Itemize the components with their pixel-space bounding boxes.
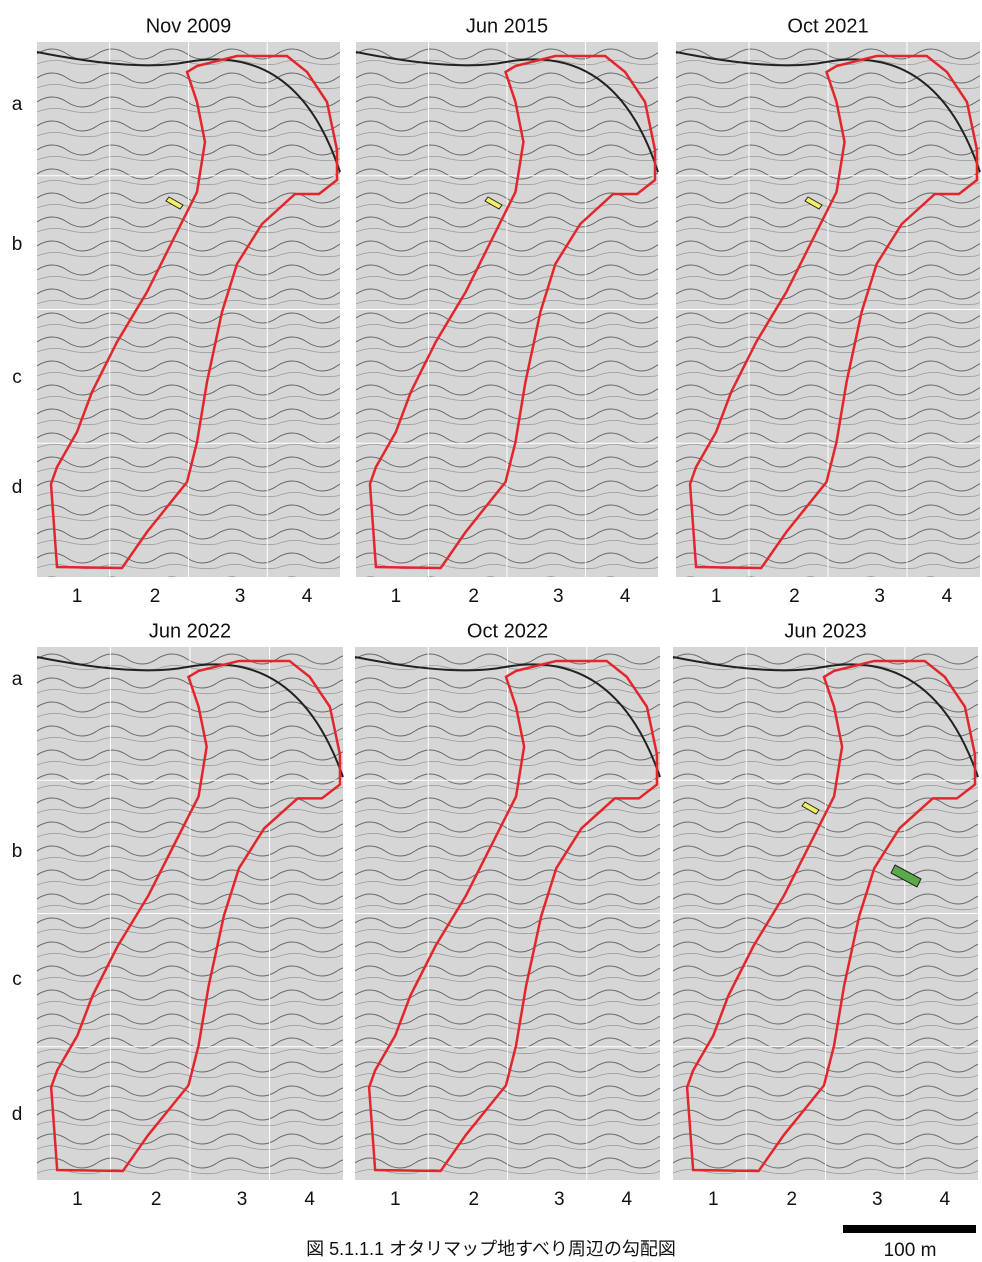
column-label: 2 [151,1189,162,1210]
column-label: 4 [620,586,631,607]
column-label: 1 [391,586,402,607]
panel-title: Nov 2009 [146,15,232,37]
column-label: 1 [72,586,83,607]
column-label: 2 [468,586,479,607]
column-label: 2 [786,1189,797,1210]
scale-label: 100 m [884,1240,937,1261]
column-label: 4 [302,586,313,607]
row-label: c [12,367,22,388]
column-label: 1 [72,1189,83,1210]
column-label: 1 [708,1189,719,1210]
column-label: 2 [468,1189,479,1210]
column-label: 4 [939,1189,950,1210]
column-label: 4 [304,1189,315,1210]
caption: 図 5.1.1.1 オタリマップ地すべり周辺の勾配図 [306,1239,676,1259]
row-label: b [12,841,23,862]
column-label: 1 [711,586,722,607]
panel-title: Jun 2015 [466,15,548,37]
map-panel [37,42,340,577]
column-label: 2 [789,586,800,607]
panel-title: Oct 2022 [467,620,548,642]
row-label: b [12,234,23,255]
column-label: 3 [874,586,885,607]
column-label: 1 [390,1189,401,1210]
row-label: d [12,477,23,498]
column-label: 3 [554,1189,565,1210]
column-label: 4 [621,1189,632,1210]
column-label: 2 [150,586,161,607]
panel-title: Jun 2022 [149,620,231,642]
map-panel [356,42,658,577]
column-label: 3 [237,1189,248,1210]
column-label: 3 [553,586,564,607]
column-label: 3 [235,586,246,607]
column-label: 4 [942,586,953,607]
map-panel [355,647,660,1180]
map-panel [676,42,980,577]
row-label: c [12,969,22,990]
column-label: 3 [872,1189,883,1210]
panel-title: Oct 2021 [787,15,868,37]
row-label: a [12,94,23,115]
figure: 図 5.1.1.1 オタリマップ地すべり周辺の勾配図 100 m Nov 200… [0,0,982,1262]
row-label: d [12,1104,23,1125]
map-panel [37,647,343,1180]
map-panel [673,647,978,1180]
panel-title: Jun 2023 [784,620,866,642]
row-label: a [12,669,23,690]
